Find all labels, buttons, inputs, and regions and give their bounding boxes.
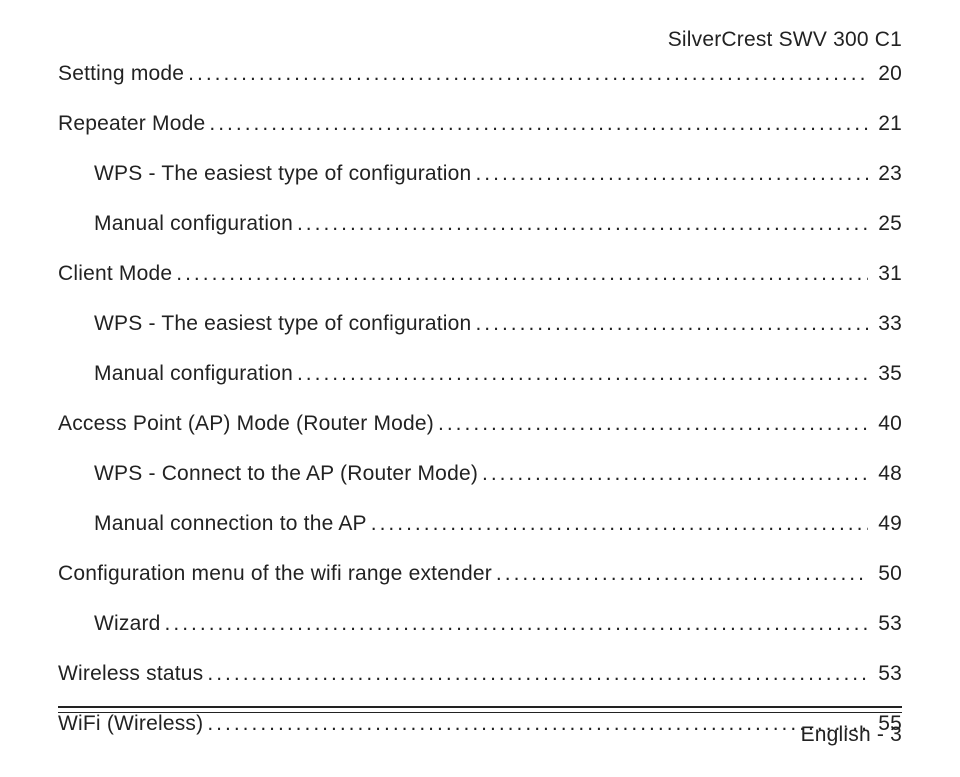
toc-entry-label: Wizard	[94, 612, 161, 636]
toc-entry-label: Configuration menu of the wifi range ext…	[58, 562, 492, 586]
toc-entry-page: 35	[872, 362, 902, 386]
footer-page-label: English - 3	[58, 723, 902, 747]
toc-leader-dots	[165, 612, 869, 636]
toc-leader-dots	[207, 662, 868, 686]
toc-entry-label: WPS - The easiest type of configuration	[94, 312, 471, 336]
toc-entry: WPS - The easiest type of configuration …	[94, 312, 902, 336]
toc-entry: Manual connection to the AP 49	[94, 512, 902, 536]
toc-entry: Manual configuration 35	[94, 362, 902, 386]
toc-entry-page: 53	[872, 612, 902, 636]
toc-leader-dots	[475, 312, 868, 336]
toc-entry-label: Wireless status	[58, 662, 203, 686]
toc-entry-label: WPS - The easiest type of configuration	[94, 162, 471, 186]
toc-entry: Repeater Mode 21	[58, 112, 902, 136]
toc-leader-dots	[475, 162, 868, 186]
footer-rule-thin	[58, 712, 902, 713]
toc-entry: Client Mode 31	[58, 262, 902, 286]
toc-entry-label: Setting mode	[58, 62, 184, 86]
toc-entry: Wizard 53	[94, 612, 902, 636]
toc-entry-page: 31	[872, 262, 902, 286]
toc-entry-page: 20	[872, 62, 902, 86]
toc-entry: WPS - The easiest type of configuration …	[94, 162, 902, 186]
toc-entry-page: 33	[872, 312, 902, 336]
header-product-name: SilverCrest SWV 300 C1	[58, 28, 902, 52]
toc-leader-dots	[371, 512, 868, 536]
toc-leader-dots	[188, 62, 868, 86]
table-of-contents: Setting mode 20 Repeater Mode 21 WPS - The…	[58, 62, 902, 736]
toc-leader-dots	[496, 562, 868, 586]
toc-entry-page: 25	[872, 212, 902, 236]
toc-leader-dots	[438, 412, 868, 436]
toc-leader-dots	[482, 462, 868, 486]
toc-leader-dots	[297, 212, 868, 236]
toc-entry-label: Manual configuration	[94, 212, 293, 236]
toc-entry-page: 53	[872, 662, 902, 686]
toc-entry-label: WPS - Connect to the AP (Router Mode)	[94, 462, 478, 486]
toc-entry: Configuration menu of the wifi range ext…	[58, 562, 902, 586]
footer-rules: English - 3	[58, 706, 902, 747]
toc-entry-label: Repeater Mode	[58, 112, 205, 136]
toc-entry-label: Access Point (AP) Mode (Router Mode)	[58, 412, 434, 436]
toc-entry-page: 50	[872, 562, 902, 586]
toc-leader-dots	[297, 362, 868, 386]
toc-entry-page: 21	[872, 112, 902, 136]
toc-leader-dots	[209, 112, 868, 136]
toc-entry-label: Client Mode	[58, 262, 172, 286]
toc-entry-page: 48	[872, 462, 902, 486]
footer-rule-thick	[58, 706, 902, 708]
toc-entry: Access Point (AP) Mode (Router Mode) 40	[58, 412, 902, 436]
toc-entry-page: 40	[872, 412, 902, 436]
toc-entry-page: 49	[872, 512, 902, 536]
toc-entry: Wireless status 53	[58, 662, 902, 686]
toc-entry: Setting mode 20	[58, 62, 902, 86]
toc-entry-page: 23	[872, 162, 902, 186]
toc-leader-dots	[176, 262, 868, 286]
toc-entry: Manual configuration 25	[94, 212, 902, 236]
toc-entry-label: Manual configuration	[94, 362, 293, 386]
toc-entry-label: Manual connection to the AP	[94, 512, 367, 536]
toc-entry: WPS - Connect to the AP (Router Mode) 48	[94, 462, 902, 486]
